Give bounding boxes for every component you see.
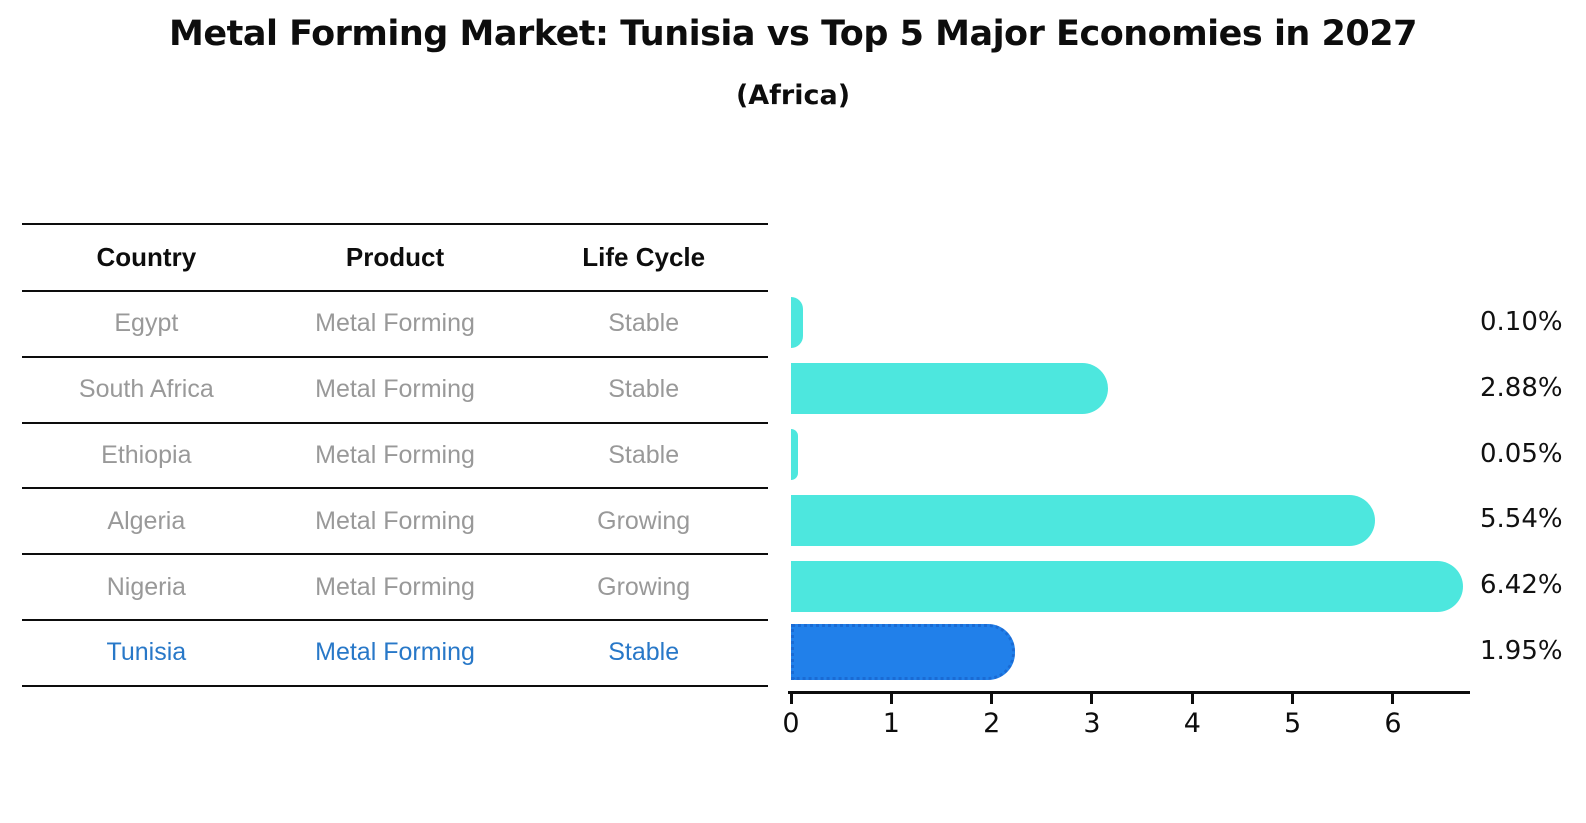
- x-tick-3: [1090, 694, 1094, 704]
- bar-nigeria: [791, 560, 1464, 612]
- x-tick-label-5: 5: [1284, 708, 1302, 739]
- x-tick-label-6: 6: [1384, 708, 1402, 739]
- bar-algeria: [791, 494, 1375, 546]
- cell-life_cycle: Stable: [608, 638, 680, 667]
- cell-country: Nigeria: [106, 572, 186, 601]
- cell-life_cycle: Growing: [597, 572, 691, 601]
- chart-subtitle: (Africa): [735, 80, 851, 111]
- x-tick-label-3: 3: [1083, 708, 1101, 739]
- table-header-lifecycle: Life Cycle: [582, 242, 706, 272]
- x-tick-2: [990, 694, 994, 704]
- bar-ethiopia: [791, 429, 799, 481]
- x-tick-4: [1190, 694, 1194, 704]
- bar-south-africa: [791, 363, 1108, 415]
- cell-product: Metal Forming: [315, 309, 475, 338]
- cell-country: Tunisia: [106, 638, 187, 667]
- bar-tunisia: [791, 624, 1015, 681]
- cell-country: Ethiopia: [101, 440, 192, 469]
- x-tick-5: [1291, 694, 1295, 704]
- table-row-tunisia: Tunisia Metal Forming Stable: [22, 621, 768, 687]
- cell-product: Metal Forming: [315, 506, 475, 535]
- x-tick-label-0: 0: [782, 708, 800, 739]
- table-header-row: Country Product Life Cycle: [22, 225, 768, 292]
- x-axis: [788, 691, 1470, 694]
- table-row-egypt: Egypt Metal Forming Stable: [22, 292, 768, 358]
- x-tick-0: [789, 694, 793, 704]
- x-tick-1: [889, 694, 893, 704]
- cell-life_cycle: Growing: [597, 506, 691, 535]
- table-row-ethiopia: Ethiopia Metal Forming Stable: [22, 424, 768, 490]
- cell-product: Metal Forming: [315, 638, 475, 667]
- value-label-south-africa: 2.88%: [1480, 372, 1563, 403]
- cell-life_cycle: Stable: [608, 440, 680, 469]
- cell-country: Algeria: [107, 506, 186, 535]
- x-tick-label-2: 2: [983, 708, 1001, 739]
- cell-product: Metal Forming: [315, 375, 475, 404]
- x-tick-6: [1391, 694, 1395, 704]
- table-row-south-africa: South Africa Metal Forming Stable: [22, 358, 768, 424]
- cell-life_cycle: Stable: [608, 309, 680, 338]
- bar-egypt: [791, 297, 804, 349]
- x-tick-label-4: 4: [1183, 708, 1201, 739]
- value-label-egypt: 0.10%: [1480, 306, 1563, 337]
- table-row-algeria: Algeria Metal Forming Growing: [22, 489, 768, 556]
- cell-product: Metal Forming: [315, 440, 475, 469]
- table-row-nigeria: Nigeria Metal Forming Growing: [22, 555, 768, 621]
- table-body: Egypt Metal Forming Stable South Africa Meta…: [22, 292, 768, 687]
- value-label-algeria: 5.54%: [1480, 504, 1563, 535]
- value-label-tunisia: 1.95%: [1480, 636, 1563, 667]
- cell-country: Egypt: [114, 309, 179, 338]
- cell-life_cycle: Stable: [608, 375, 680, 404]
- chart-title: Metal Forming Market: Tunisia vs Top 5 M…: [169, 14, 1417, 54]
- value-label-ethiopia: 0.05%: [1480, 438, 1563, 469]
- table-header-product: Product: [345, 242, 445, 272]
- category-table: Country Product Life Cycle Egypt Metal Fo…: [22, 223, 768, 687]
- table-header-country: Country: [96, 242, 197, 272]
- value-label-nigeria: 6.42%: [1480, 570, 1563, 601]
- cell-product: Metal Forming: [315, 572, 475, 601]
- cell-country: South Africa: [78, 375, 214, 404]
- x-tick-label-1: 1: [882, 708, 900, 739]
